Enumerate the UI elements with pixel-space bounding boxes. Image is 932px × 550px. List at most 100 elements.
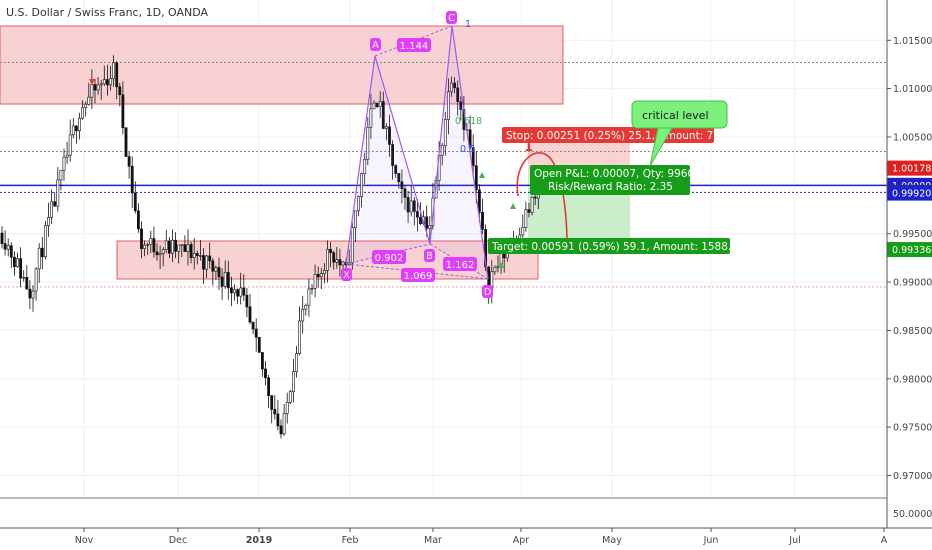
candle-body bbox=[360, 173, 364, 197]
sub-pane-tick: 50.0000 bbox=[893, 509, 932, 520]
candle-body bbox=[307, 288, 311, 306]
pnl-label-box[interactable] bbox=[530, 165, 690, 195]
candle-body bbox=[0, 232, 4, 244]
x-tick-label: 2019 bbox=[246, 535, 272, 546]
candle-body bbox=[56, 179, 60, 207]
candle-body bbox=[177, 244, 181, 252]
candle-body bbox=[443, 119, 447, 147]
candle-body bbox=[412, 200, 416, 212]
candle-body bbox=[471, 147, 475, 167]
candle-body bbox=[254, 328, 258, 338]
price-tag bbox=[887, 185, 932, 201]
candle-body bbox=[174, 239, 178, 252]
candle-body bbox=[378, 101, 382, 107]
candle-body bbox=[236, 289, 240, 297]
target-label-box[interactable] bbox=[488, 238, 730, 254]
candle-body bbox=[406, 197, 410, 213]
candle-body bbox=[90, 84, 94, 98]
candle-body bbox=[332, 252, 336, 263]
candle-body bbox=[146, 244, 150, 246]
ratio-label-ab: 1.144 bbox=[400, 41, 429, 52]
candle-body bbox=[189, 244, 193, 259]
candle-body bbox=[521, 227, 525, 236]
candle-body bbox=[468, 129, 472, 148]
candle-body bbox=[388, 126, 391, 145]
candle-body bbox=[524, 209, 528, 228]
candle-body bbox=[22, 277, 26, 279]
candle-body bbox=[446, 91, 450, 120]
candle-body bbox=[288, 391, 292, 403]
candle-body bbox=[474, 165, 478, 191]
candle-body bbox=[164, 240, 168, 251]
candle-body bbox=[459, 101, 463, 110]
pattern-point-a: A bbox=[372, 40, 379, 51]
ratio-label-xd: 1.069 bbox=[404, 271, 433, 282]
price-tag-label: 0.99336 bbox=[892, 245, 931, 256]
candle-body bbox=[357, 196, 360, 212]
candle-body bbox=[282, 413, 286, 435]
candle-body bbox=[6, 245, 10, 250]
harmonic-pattern[interactable]: X A B C D 1.144 0.902 1.162 1.069 0.5 0.… bbox=[341, 11, 493, 298]
candle-body bbox=[121, 94, 125, 128]
price-tag-label: 1.00178 bbox=[892, 164, 931, 175]
y-tick-label: 0.98500 bbox=[893, 326, 932, 337]
ratio-label-xb: 0.902 bbox=[375, 253, 404, 264]
candle-body bbox=[152, 238, 156, 253]
candle-body bbox=[450, 82, 453, 93]
candle-body bbox=[301, 308, 305, 322]
candle-body bbox=[233, 289, 236, 294]
x-tick-label: Mar bbox=[424, 535, 442, 546]
candle-body bbox=[322, 270, 326, 274]
risk-reward-label: Risk/Reward Ratio: 2.35 bbox=[548, 181, 673, 193]
down-arrow-icon bbox=[89, 79, 95, 85]
candle-body bbox=[40, 247, 44, 258]
candle-body bbox=[326, 248, 329, 271]
candle-body bbox=[3, 243, 7, 250]
x-tick-label: Apr bbox=[513, 535, 530, 546]
critical-level-callout[interactable] bbox=[631, 100, 728, 129]
y-tick-label: 1.00500 bbox=[893, 132, 932, 143]
price-tag bbox=[887, 242, 932, 258]
candle-body bbox=[115, 62, 119, 88]
price-tag bbox=[887, 160, 932, 176]
candle-body bbox=[295, 353, 298, 372]
candle-body bbox=[313, 273, 317, 289]
up-arrow-icon bbox=[498, 262, 504, 268]
candle-body bbox=[270, 395, 274, 410]
candle-body bbox=[391, 144, 395, 166]
arc-drawing[interactable] bbox=[516, 152, 568, 239]
critical-level-label: critical level bbox=[642, 109, 709, 122]
candle-body bbox=[87, 96, 91, 105]
candle-body bbox=[304, 304, 308, 310]
candle-body bbox=[93, 84, 97, 91]
arc-label: 1 bbox=[524, 140, 533, 155]
candle-body bbox=[13, 256, 16, 267]
y-tick-label: 0.99000 bbox=[893, 278, 932, 289]
candle-body bbox=[251, 321, 255, 330]
pattern-point-c: C bbox=[448, 13, 455, 24]
pattern-point-d: D bbox=[484, 287, 491, 298]
candle-body bbox=[226, 272, 230, 289]
candle-body bbox=[158, 253, 162, 256]
candle-body bbox=[127, 156, 131, 167]
candle-body bbox=[264, 368, 267, 379]
pattern-bcd-fill bbox=[430, 26, 488, 279]
y-tick-label: 0.97500 bbox=[893, 423, 932, 434]
candle-body bbox=[28, 288, 32, 299]
candle-body bbox=[285, 402, 289, 414]
candle-body bbox=[316, 273, 320, 278]
candle-body bbox=[384, 126, 388, 129]
candle-body bbox=[341, 261, 345, 266]
pnl-label: Open P&L: 0.00007, Qty: 99601 bbox=[534, 168, 701, 180]
candle-body bbox=[375, 102, 379, 107]
price-axis-bg[interactable] bbox=[887, 0, 932, 528]
y-tick-label: 1.01000 bbox=[893, 84, 932, 95]
pattern-point-x: X bbox=[343, 270, 350, 281]
candle-body bbox=[186, 244, 190, 252]
upper-resistance-zone[interactable] bbox=[0, 25, 564, 105]
candle-body bbox=[248, 306, 252, 323]
price-axis: 1.01500 1.01000 1.00500 0.99500 0.99000 0.985… bbox=[887, 36, 932, 482]
candle-body bbox=[267, 377, 271, 396]
fib-label-1: 1 bbox=[465, 19, 471, 30]
